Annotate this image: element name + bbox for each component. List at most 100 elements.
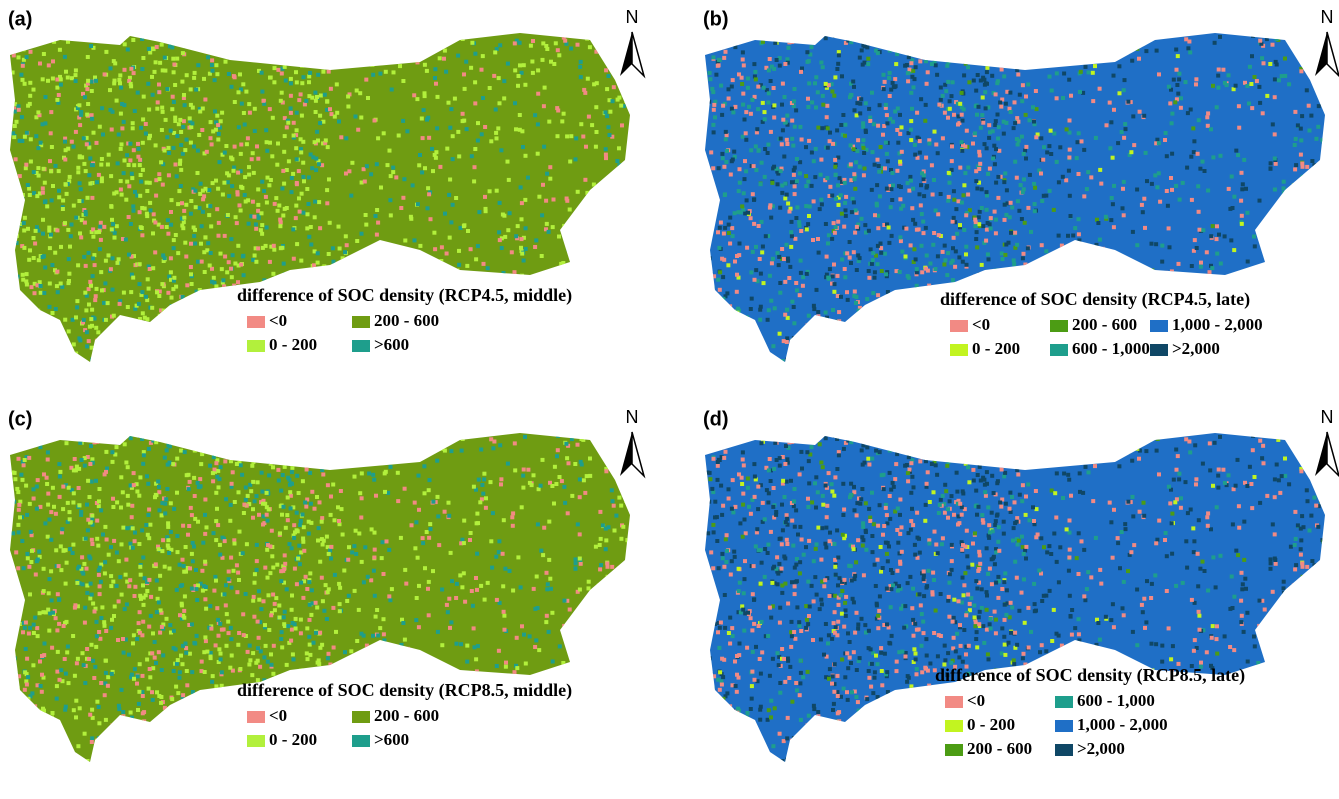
pixel bbox=[951, 246, 955, 250]
pixel bbox=[223, 592, 227, 596]
pixel bbox=[1126, 50, 1130, 54]
pixel bbox=[924, 103, 928, 107]
pixel bbox=[76, 170, 80, 174]
pixel bbox=[1099, 182, 1103, 186]
pixel bbox=[118, 302, 122, 306]
pixel bbox=[1293, 167, 1297, 171]
pixel bbox=[78, 338, 82, 342]
pixel bbox=[603, 110, 607, 114]
pixel bbox=[291, 460, 295, 464]
pixel bbox=[1068, 119, 1072, 123]
pixel bbox=[1278, 349, 1282, 353]
pixel bbox=[830, 90, 834, 94]
pixel bbox=[359, 116, 363, 120]
pixel bbox=[235, 221, 239, 225]
pixel bbox=[399, 206, 403, 210]
pixel bbox=[913, 359, 917, 363]
pixel bbox=[623, 443, 627, 447]
pixel bbox=[15, 241, 19, 245]
pixel bbox=[37, 258, 41, 262]
pixel bbox=[272, 244, 276, 248]
pixel bbox=[1192, 150, 1196, 154]
pixel bbox=[232, 284, 236, 288]
pixel bbox=[421, 536, 425, 540]
pixel bbox=[799, 229, 803, 233]
pixel bbox=[319, 331, 323, 335]
pixel bbox=[256, 620, 260, 624]
pixel bbox=[994, 231, 998, 235]
pixel bbox=[987, 257, 991, 261]
pixel bbox=[182, 93, 186, 97]
pixel bbox=[844, 195, 848, 199]
pixel bbox=[558, 644, 562, 648]
pixel bbox=[599, 563, 603, 567]
pixel bbox=[436, 495, 440, 499]
pixel bbox=[129, 67, 133, 71]
pixel bbox=[878, 194, 882, 198]
pixel bbox=[124, 238, 128, 242]
pixel bbox=[129, 436, 133, 440]
pixel bbox=[166, 340, 170, 344]
pixel bbox=[769, 299, 773, 303]
pixel bbox=[610, 276, 614, 280]
pixel bbox=[772, 165, 776, 169]
pixel bbox=[301, 438, 305, 442]
pixel bbox=[853, 329, 857, 333]
pixel bbox=[787, 40, 791, 44]
region bbox=[705, 33, 1325, 362]
pixel bbox=[1317, 214, 1321, 218]
pixel bbox=[1013, 231, 1017, 235]
pixel bbox=[922, 33, 926, 37]
pixel bbox=[137, 494, 141, 498]
pixel bbox=[1282, 180, 1286, 184]
pixel bbox=[147, 508, 151, 512]
pixel bbox=[546, 761, 550, 765]
pixel bbox=[1015, 68, 1019, 72]
pixel bbox=[579, 75, 583, 79]
pixel bbox=[1045, 150, 1049, 154]
pixel bbox=[443, 339, 447, 343]
pixel bbox=[1306, 203, 1310, 207]
pixel bbox=[939, 310, 943, 314]
pixel bbox=[430, 147, 434, 151]
pixel bbox=[123, 42, 127, 46]
pixel bbox=[146, 482, 150, 486]
pixel bbox=[32, 236, 36, 240]
pixel bbox=[166, 232, 170, 236]
pixel bbox=[860, 325, 864, 329]
pixel bbox=[1134, 33, 1138, 37]
pixel bbox=[787, 276, 791, 280]
pixel bbox=[1164, 271, 1168, 275]
pixel bbox=[890, 198, 894, 202]
pixel bbox=[21, 273, 25, 277]
pixel bbox=[122, 171, 126, 175]
pixel bbox=[920, 244, 924, 248]
pixel bbox=[1215, 237, 1219, 241]
pixel bbox=[876, 244, 880, 248]
pixel bbox=[766, 318, 770, 322]
pixel bbox=[12, 53, 16, 57]
pixel bbox=[1118, 91, 1122, 95]
pixel bbox=[239, 263, 243, 267]
pixel bbox=[998, 101, 1002, 105]
pixel bbox=[624, 204, 628, 208]
pixel bbox=[79, 110, 83, 114]
pixel bbox=[148, 51, 152, 55]
pixel bbox=[117, 358, 121, 362]
pixel bbox=[384, 70, 388, 74]
pixel bbox=[812, 159, 816, 163]
pixel bbox=[520, 761, 524, 765]
pixel bbox=[1096, 46, 1100, 50]
pixel bbox=[293, 567, 297, 571]
pixel bbox=[64, 341, 68, 345]
pixel bbox=[307, 80, 311, 84]
pixel bbox=[804, 204, 808, 208]
pixel bbox=[718, 288, 722, 292]
pixel bbox=[980, 113, 984, 117]
pixel bbox=[781, 359, 785, 363]
pixel bbox=[431, 450, 435, 454]
pixel bbox=[145, 212, 149, 216]
pixel bbox=[43, 521, 47, 525]
pixel bbox=[708, 293, 712, 297]
pixel bbox=[141, 620, 145, 624]
